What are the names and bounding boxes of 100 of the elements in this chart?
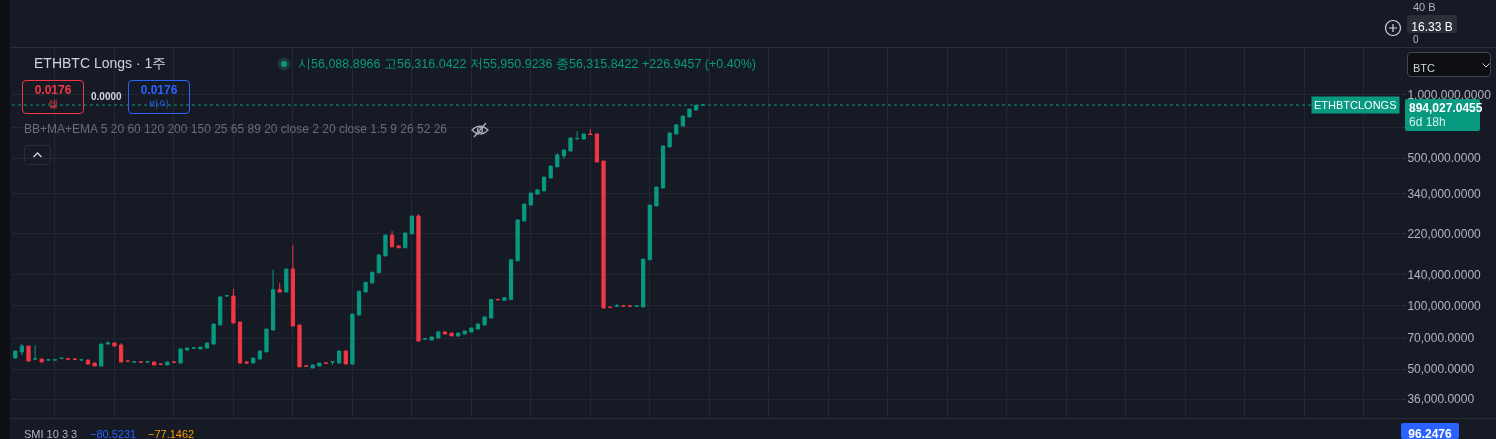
candlestick	[310, 364, 315, 369]
candlestick	[581, 133, 586, 140]
y-tick-label: 70,000.0000	[1407, 331, 1475, 346]
candlestick	[489, 298, 494, 320]
candlestick	[198, 346, 203, 350]
candlestick	[118, 342, 124, 363]
candlestick	[389, 230, 395, 248]
text: BTC	[1413, 62, 1435, 74]
candlestick	[19, 343, 25, 356]
candlestick	[92, 362, 97, 367]
candlestick	[185, 347, 190, 351]
candlestick	[237, 321, 243, 364]
candlestick	[151, 361, 157, 366]
candlestick	[112, 342, 117, 347]
candlestick	[475, 323, 481, 330]
candlestick	[270, 269, 276, 331]
candlestick	[257, 350, 262, 360]
candlestick	[660, 145, 666, 189]
text: 16.33 B	[1411, 20, 1453, 34]
candlestick	[561, 149, 567, 160]
y-tick-label: 50,000.0000	[1407, 362, 1475, 377]
candlestick	[105, 340, 110, 345]
y-tick-label: 100,000.0000	[1407, 298, 1482, 313]
candlestick	[403, 232, 408, 249]
y-tick-label: 36,000.0000	[1407, 392, 1475, 407]
candlestick	[165, 361, 170, 366]
candlestick	[244, 360, 249, 364]
candlestick	[647, 204, 652, 261]
candlestick	[284, 268, 289, 293]
candlestick	[356, 290, 362, 316]
candlestick	[469, 327, 474, 333]
annotation: 셀	[47, 97, 59, 111]
candlestick	[548, 165, 553, 179]
candlestick	[317, 362, 322, 367]
annotation: 0.0176	[33, 83, 73, 97]
candlestick	[363, 281, 368, 293]
ref-line-label: ETHBTCLONGS	[1314, 99, 1397, 111]
candlestick	[26, 345, 31, 362]
candlestick	[449, 332, 454, 337]
candlestick	[416, 213, 421, 342]
y-tick-label: 220,000.0000	[1407, 226, 1482, 241]
text: 40 B	[1413, 1, 1436, 14]
candlestick	[601, 160, 606, 309]
candlestick	[687, 108, 692, 118]
candlestick	[277, 282, 282, 293]
candlestick	[594, 133, 600, 163]
candlestick	[218, 296, 223, 326]
candlestick	[680, 115, 685, 127]
candlestick	[508, 259, 514, 300]
text: −80.5231	[90, 428, 137, 439]
candlestick	[535, 189, 540, 195]
candlestick	[409, 215, 414, 235]
annotation: 0.0176	[139, 83, 179, 97]
candlestick	[515, 219, 520, 262]
candlestick	[251, 357, 256, 364]
candlestick	[429, 336, 434, 341]
candlestick	[641, 258, 646, 308]
text: 0	[1413, 34, 1419, 46]
candlestick	[350, 313, 355, 365]
candlestick	[370, 271, 375, 284]
candlestick	[674, 123, 679, 135]
y-tick-label: 500,000.0000	[1407, 151, 1482, 166]
candlestick	[436, 330, 441, 339]
text: 96.2476	[1408, 427, 1452, 439]
candlestick	[343, 350, 348, 365]
candlestick	[462, 330, 467, 335]
candlestick	[456, 332, 461, 338]
text: 894,027.0455	[1409, 101, 1483, 115]
candlestick	[568, 137, 573, 152]
candlestick	[555, 152, 560, 168]
candlestick	[528, 192, 533, 206]
candlestick	[178, 348, 183, 364]
candlestick	[204, 342, 210, 349]
text: SMI 10 3 3	[24, 428, 78, 439]
candlestick	[667, 132, 672, 148]
annotation: 바이	[148, 97, 170, 111]
candlestick	[330, 361, 335, 366]
candlestick	[337, 350, 342, 364]
y-tick-label: 140,000.0000	[1407, 268, 1482, 282]
candlestick	[290, 244, 296, 327]
text: ETHBTC Longs · 1주	[34, 55, 167, 72]
candlestick	[383, 234, 388, 257]
annotation: 시56,088.8966 고56,316.0422 저55,950.9236 종56,315.8422 +226.9457 (+0.40%)	[298, 57, 756, 72]
y-tick-label: 1,000,000.0000	[1407, 87, 1492, 102]
candlestick	[541, 176, 547, 192]
annotation: 0.0000	[91, 91, 122, 103]
candlestick	[614, 303, 619, 308]
text: −77.1462	[148, 428, 195, 439]
candlestick	[482, 316, 487, 326]
annotation: BB+MA+EMA 5 20 60 120 200 150 25 65 89 20 close 2 20 close 1.5 9 26 52 26	[24, 122, 447, 137]
candlestick	[13, 350, 18, 359]
candlestick	[99, 343, 104, 367]
candlestick	[442, 330, 448, 335]
candlestick	[39, 358, 44, 363]
candlestick	[654, 186, 659, 207]
candlestick	[33, 344, 38, 360]
candlestick	[522, 203, 527, 222]
candlestick	[588, 128, 593, 136]
candlestick	[323, 361, 329, 364]
candlestick	[502, 297, 507, 301]
